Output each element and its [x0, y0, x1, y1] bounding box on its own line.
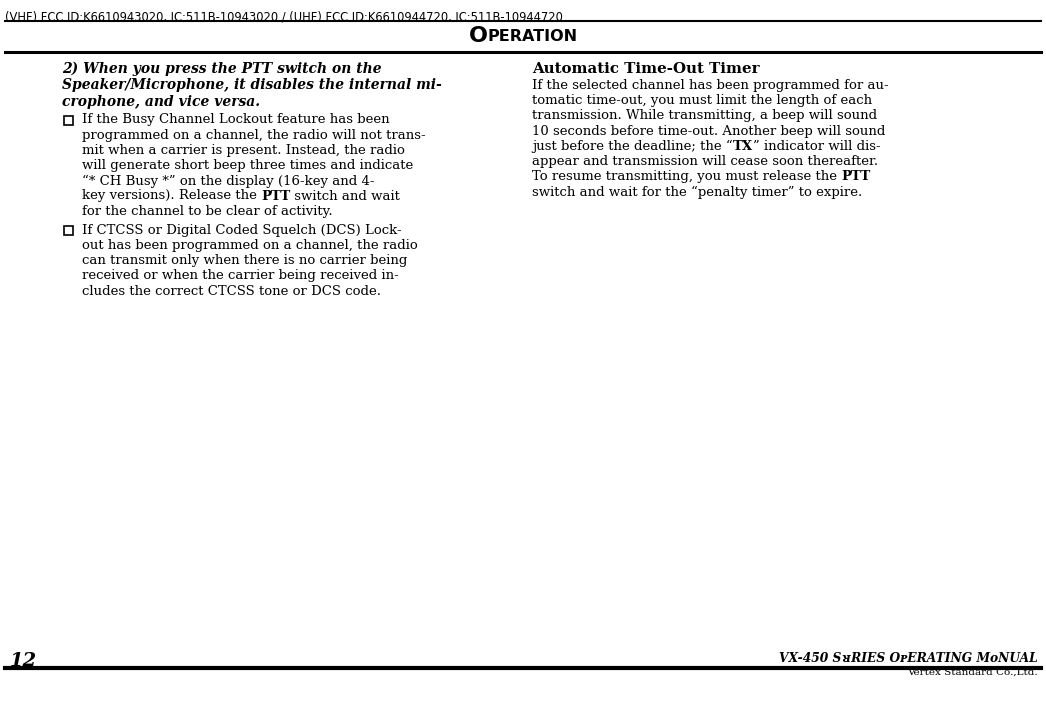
Text: switch and wait for the “penalty timer” to expire.: switch and wait for the “penalty timer” …: [532, 186, 862, 199]
Text: If the Busy Channel Lockout feature has been: If the Busy Channel Lockout feature has …: [82, 114, 389, 127]
Text: for the channel to be clear of activity.: for the channel to be clear of activity.: [82, 205, 333, 218]
Text: Automatic Time-Out Timer: Automatic Time-Out Timer: [532, 62, 759, 76]
Text: programmed on a channel, the radio will not trans-: programmed on a channel, the radio will …: [82, 129, 426, 142]
Bar: [64, 116, 73, 124]
Text: key versions). Release the: key versions). Release the: [82, 189, 262, 202]
Text: 12: 12: [10, 652, 38, 670]
Text: PTT: PTT: [262, 189, 291, 202]
Text: To resume transmitting, you must release the: To resume transmitting, you must release…: [532, 170, 841, 183]
Text: VX-450 SᴚRIES OᴘERATING MᴏNUAL: VX-450 SᴚRIES OᴘERATING MᴏNUAL: [779, 652, 1038, 665]
Bar: [64, 226, 73, 235]
Text: PTT: PTT: [841, 170, 870, 183]
Text: “* CH Busy *” on the display (16-key and 4-: “* CH Busy *” on the display (16-key and…: [82, 174, 374, 188]
Text: If the selected channel has been programmed for au-: If the selected channel has been program…: [532, 79, 889, 92]
Text: out has been programmed on a channel, the radio: out has been programmed on a channel, th…: [82, 239, 417, 252]
Text: transmission. While transmitting, a beep will sound: transmission. While transmitting, a beep…: [532, 109, 878, 122]
Text: appear and transmission will cease soon thereafter.: appear and transmission will cease soon …: [532, 155, 879, 168]
Text: (VHF) FCC ID:K6610943020, IC:511B-10943020 / (UHF) FCC ID:K6610944720, IC:511B-1: (VHF) FCC ID:K6610943020, IC:511B-109430…: [5, 10, 563, 23]
Text: received or when the carrier being received in-: received or when the carrier being recei…: [82, 269, 399, 282]
Text: Vertex Standard Co.,Ltd.: Vertex Standard Co.,Ltd.: [907, 668, 1038, 677]
Text: cludes the correct CTCSS tone or DCS code.: cludes the correct CTCSS tone or DCS cod…: [82, 285, 381, 298]
Text: crophone, and vice versa.: crophone, and vice versa.: [62, 95, 260, 109]
Text: Speaker/Microphone, it disables the internal mi-: Speaker/Microphone, it disables the inte…: [62, 79, 441, 92]
Text: switch and wait: switch and wait: [291, 189, 401, 202]
Text: PERATION: PERATION: [487, 29, 577, 44]
Text: will generate short beep three times and indicate: will generate short beep three times and…: [82, 159, 413, 172]
Text: 10 seconds before time-out. Another beep will sound: 10 seconds before time-out. Another beep…: [532, 124, 885, 138]
Text: just before the deadline; the “: just before the deadline; the “: [532, 140, 733, 153]
Text: O: O: [469, 26, 487, 46]
Text: If CTCSS or Digital Coded Squelch (DCS) Lock-: If CTCSS or Digital Coded Squelch (DCS) …: [82, 224, 402, 237]
Text: TX: TX: [733, 140, 753, 153]
Text: mit when a carrier is present. Instead, the radio: mit when a carrier is present. Instead, …: [82, 144, 405, 157]
Text: tomatic time-out, you must limit the length of each: tomatic time-out, you must limit the len…: [532, 94, 872, 107]
Text: can transmit only when there is no carrier being: can transmit only when there is no carri…: [82, 254, 407, 267]
Text: 2) When you press the PTT switch on the: 2) When you press the PTT switch on the: [62, 62, 382, 76]
Text: ” indicator will dis-: ” indicator will dis-: [753, 140, 881, 153]
